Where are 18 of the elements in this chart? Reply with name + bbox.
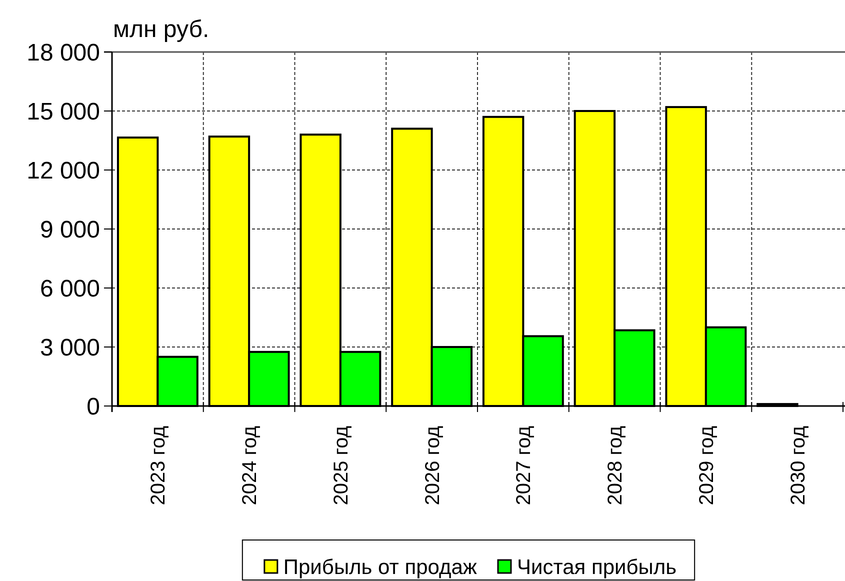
y-tick-label: 3 000 xyxy=(40,334,100,362)
x-tick-label: 2024 год xyxy=(239,426,262,506)
x-tick-label: 2030 год xyxy=(787,426,810,506)
y-tick-label: 15 000 xyxy=(26,98,100,126)
x-tick-label: 2028 год xyxy=(604,426,627,506)
y-tick-label: 0 xyxy=(86,393,100,420)
y-tick-label: 12 000 xyxy=(26,157,100,184)
x-tick-label: 2023 год xyxy=(148,426,170,506)
y-tick-label: 18 000 xyxy=(26,39,100,66)
x-tick-label: 2026 год xyxy=(422,426,444,506)
chart-title: млн руб. xyxy=(113,16,210,43)
legend-label: Чистая прибыль xyxy=(516,556,677,579)
legend-label: Прибыль от продаж xyxy=(283,556,477,579)
x-tick-label: 2025 год xyxy=(330,426,352,506)
y-tick-label: 6 000 xyxy=(40,275,100,302)
x-tick-label: 2027 год xyxy=(513,426,536,506)
x-tick-label: 2029 год xyxy=(696,426,718,506)
y-tick-label: 9 000 xyxy=(40,216,100,244)
